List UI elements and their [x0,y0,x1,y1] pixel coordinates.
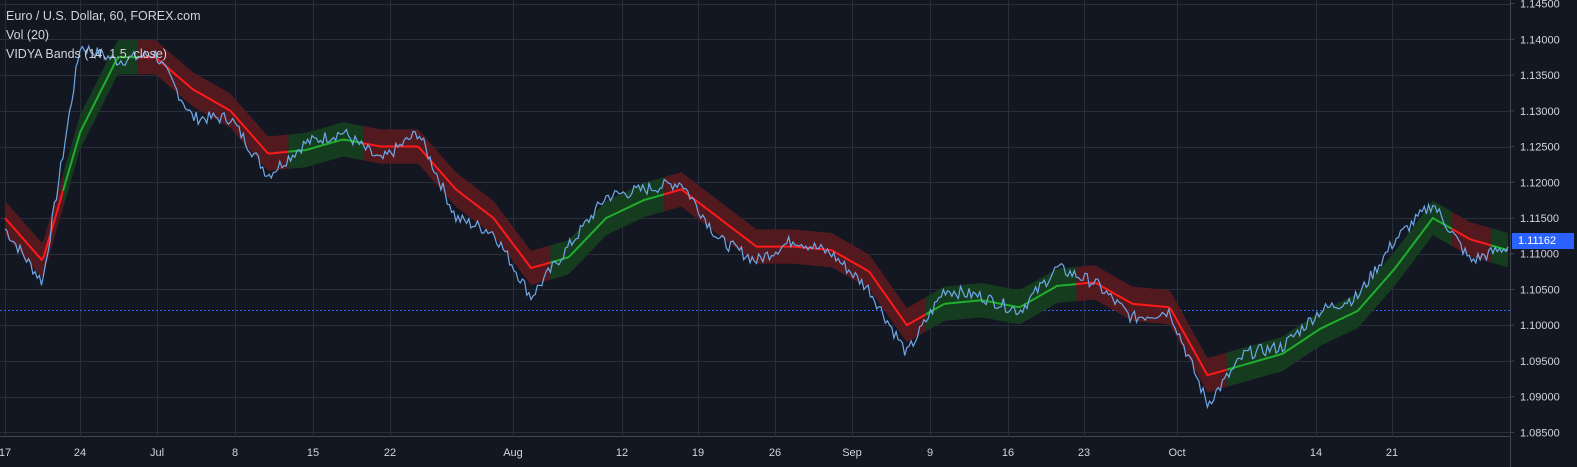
vidya-line [1226,216,1453,371]
y-tick-label: 1.10000 [1520,320,1560,332]
band-bearish [664,172,927,343]
vidya-line [138,56,289,155]
x-tick-label: 24 [74,447,86,459]
legend-indicator[interactable]: VIDYA Bands (14, 1.5, close) [6,47,167,61]
x-tick-label: 21 [1386,447,1398,459]
x-tick-label: 9 [927,447,933,459]
x-tick-label: 12 [616,447,628,459]
x-tick-label: 23 [1078,447,1090,459]
y-tick-label: 1.10500 [1520,284,1560,296]
price-series [4,44,1509,410]
chart-legend: Euro / U.S. Dollar, 60, FOREX.com Vol (2… [6,7,201,64]
y-tick-label: 1.14500 [1520,0,1560,11]
vidya-line [4,190,64,262]
x-tick-label: 19 [692,447,704,459]
vidya-line [62,56,139,192]
x-tick-label: 26 [769,447,781,459]
y-tick-label: 1.14000 [1520,34,1560,46]
band-bearish [1076,265,1227,393]
x-tick-label: Jul [150,447,164,459]
vidya-line [663,188,927,327]
vidya-line [925,283,1077,316]
band-bullish [288,122,364,169]
band-bullish [1226,200,1453,387]
y-tick-label: 1.12000 [1520,177,1560,189]
price-axis[interactable]: 1.14500 1.14000 1.13500 1.13000 1.12500 1.120… [1510,0,1560,439]
x-tick-label: 15 [307,447,319,459]
band-bearish [5,173,63,277]
price-line [4,44,1509,410]
y-tick-label: 1.09000 [1520,392,1560,404]
band-bearish [363,126,551,286]
band-bullish [926,266,1077,332]
x-tick-label: Sep [842,447,862,459]
vidya-line [1076,281,1227,377]
band-bearish [138,40,289,171]
x-tick-label: 8 [232,447,238,459]
x-tick-label: 22 [384,447,396,459]
y-tick-label: 1.08500 [1520,427,1560,439]
vidya-bands [4,40,1509,393]
x-tick-label: 14 [1310,447,1322,459]
band-bullish [550,177,665,280]
x-tick-label: Oct [1168,447,1185,459]
last-price-tag: 1.11162 [1512,233,1574,249]
legend-volume[interactable]: Vol (20) [6,28,50,42]
vidya-line [1451,228,1492,247]
legend-symbol-title[interactable]: Euro / U.S. Dollar, 60, FOREX.com [6,9,201,23]
x-tick-label: Aug [503,447,523,459]
y-tick-label: 1.13500 [1520,70,1560,82]
x-tick-label: 17 [0,447,11,459]
y-tick-label: 1.13000 [1520,106,1560,118]
y-tick-label: 1.09500 [1520,356,1560,368]
chart-grid [0,0,1510,436]
x-tick-label: 16 [1002,447,1014,459]
vidya-line [550,193,665,264]
y-tick-label: 1.11000 [1520,249,1559,261]
y-tick-label: 1.12500 [1520,142,1560,154]
time-axis[interactable]: 17 24 Jul 8 15 22 Aug 12 19 26 Sep 9 16 23 Oct 14 21 [0,447,1398,459]
y-tick-label: 1.11500 [1520,213,1559,225]
